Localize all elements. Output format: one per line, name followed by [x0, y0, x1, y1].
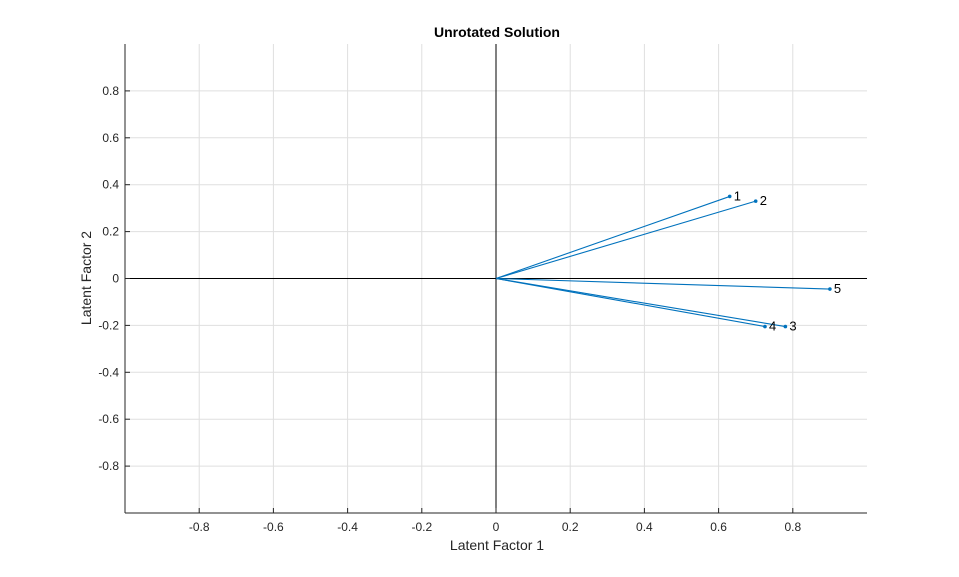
vectors: 1 2 34 5	[495, 188, 841, 334]
vector-point	[753, 199, 758, 203]
y-tick-label: 0	[112, 272, 119, 286]
x-tick-label: 0.2	[562, 520, 579, 534]
x-tick-label: -0.6	[263, 520, 284, 534]
vector-label: 3	[789, 319, 796, 334]
vector-line	[495, 277, 830, 290]
vector-point	[763, 324, 767, 329]
vector-line	[495, 200, 756, 280]
vector-point	[783, 324, 788, 329]
x-tick-label: 0.8	[784, 520, 801, 534]
x-tick-label: -0.8	[189, 520, 210, 534]
vector-line	[495, 195, 730, 280]
y-tick-label: -0.2	[98, 318, 119, 332]
vector-point	[828, 287, 832, 291]
x-tick-label: 0.6	[710, 520, 727, 534]
x-tick-label: -0.2	[411, 520, 432, 534]
y-tick-label: -0.8	[98, 459, 119, 473]
vector-label: 2	[760, 193, 767, 208]
y-tick-label: 0.2	[102, 225, 119, 239]
vector-label: 5	[834, 281, 841, 296]
y-tick-labels: -0.8 -0.6 -0.4 -0.2 0 0.2 0.4 0.6 0.8	[98, 84, 130, 473]
y-tick-label: 0.8	[102, 84, 119, 98]
x-tick-label: -0.4	[337, 520, 358, 534]
y-tick-label: -0.6	[98, 412, 119, 426]
x-axis-label: Latent Factor 1	[450, 537, 544, 553]
vector-point	[727, 194, 732, 199]
y-axis-label: Latent Factor 2	[78, 231, 94, 325]
y-tick-label: 0.6	[102, 131, 119, 145]
x-tick-label: 0	[493, 520, 500, 534]
vector-label: 4	[769, 319, 776, 334]
vector-label: 1	[734, 188, 741, 203]
x-tick-label: 0.4	[636, 520, 653, 534]
y-tick-label: 0.4	[102, 178, 119, 192]
vector-line	[495, 277, 766, 328]
vector-line	[495, 277, 786, 328]
y-tick-label: -0.4	[98, 365, 119, 379]
chart-title: Unrotated Solution	[434, 24, 560, 40]
x-tick-labels: -0.8 -0.6 -0.4 -0.2 0 0.2 0.4 0.6 0.8	[189, 508, 801, 534]
